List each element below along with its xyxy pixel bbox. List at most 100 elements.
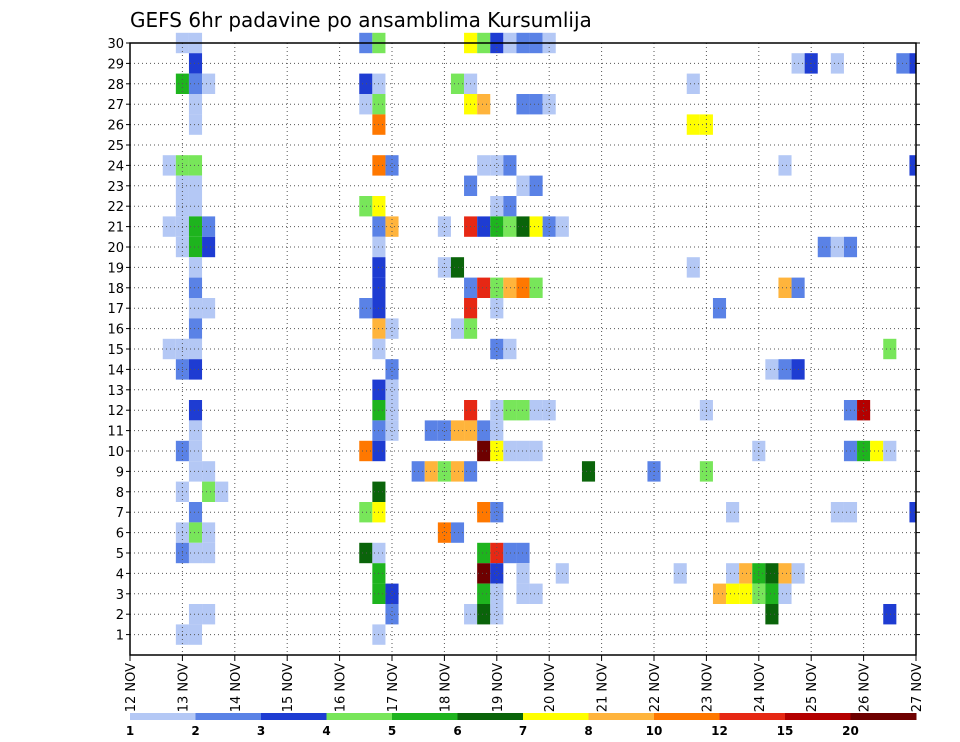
precip-cell (437, 522, 451, 543)
legend-color-swatch (523, 713, 589, 720)
legend-color-swatch (588, 713, 655, 720)
y-tick-label: 1 (116, 629, 124, 644)
precip-cell (490, 155, 504, 176)
precip-cell (490, 298, 504, 319)
precip-cell (490, 420, 504, 441)
y-tick-label: 25 (107, 139, 124, 154)
precip-cell (490, 563, 504, 584)
x-tick-label: 22 NOV (648, 663, 663, 712)
y-tick-label: 2 (116, 608, 124, 623)
precip-cell (477, 502, 491, 523)
legend-label: 1 (126, 724, 134, 738)
precip-cell (450, 461, 465, 482)
precip-cell (542, 94, 556, 115)
precip-cell (490, 216, 504, 237)
y-tick-label: 30 (107, 37, 124, 52)
y-tick-label: 11 (107, 425, 124, 440)
legend-color-swatch (261, 713, 327, 720)
precip-cell (188, 257, 203, 278)
y-tick-label: 24 (107, 159, 124, 174)
legend-color-swatch (719, 713, 786, 720)
y-tick-label: 22 (107, 200, 124, 215)
precip-cell (188, 338, 203, 360)
precip-cell (503, 440, 517, 462)
precip-cell (202, 461, 216, 482)
precip-cell (726, 563, 740, 584)
x-tick-label: 17 NOV (386, 663, 401, 712)
precip-cell (529, 583, 543, 604)
precip-cell (542, 216, 556, 237)
precip-cell (188, 359, 203, 380)
precip-cell (778, 563, 792, 584)
precip-cell (542, 400, 556, 421)
x-tick-label: 21 NOV (596, 663, 611, 712)
y-tick-label: 23 (107, 180, 124, 195)
precip-cell (162, 338, 176, 360)
chart-title: GEFS 6hr padavine po ansamblima Kursumli… (130, 8, 592, 32)
x-tick-label: 15 NOV (281, 663, 296, 712)
legend-label: 7 (519, 724, 527, 738)
y-tick-label: 8 (116, 486, 124, 501)
precip-cell (726, 583, 740, 604)
precip-cell (909, 155, 916, 176)
x-tick-label: 13 NOV (176, 663, 191, 712)
precip-cell (385, 379, 399, 400)
precip-cell (385, 216, 399, 237)
precip-cell (490, 338, 504, 360)
precip-cell (870, 440, 884, 462)
precip-cell (477, 583, 491, 604)
x-tick-label: 23 NOV (700, 663, 715, 712)
x-tick-label: 14 NOV (229, 663, 244, 712)
x-tick-label: 18 NOV (438, 663, 453, 712)
precip-cell (529, 216, 543, 237)
x-tick-label: 27 NOV (910, 663, 925, 712)
precip-cell (188, 216, 203, 237)
y-tick-label: 12 (107, 404, 124, 419)
precip-cell (477, 542, 491, 564)
precip-cell (477, 563, 491, 584)
precip-cell (490, 542, 504, 564)
precip-cell (765, 583, 779, 604)
y-tick-label: 10 (107, 445, 124, 460)
precip-cell (188, 53, 203, 74)
y-axis: 1234567891011121314151617181920212223242… (107, 37, 920, 644)
precip-cell (686, 114, 700, 135)
precip-cell (712, 583, 727, 604)
precip-cell (188, 318, 203, 339)
precip-cell (726, 502, 740, 523)
precip-cell (686, 257, 700, 278)
precip-cell (359, 196, 373, 217)
precip-cell (909, 53, 916, 74)
precip-cell (477, 94, 491, 115)
precip-cell (817, 236, 831, 258)
precip-cell (490, 400, 504, 421)
precip-cell (686, 73, 700, 94)
y-tick-label: 18 (107, 282, 124, 297)
precip-cell (529, 400, 543, 421)
precip-cell (359, 94, 373, 115)
color-legend: 1 2 3 4 5 6 7 8 10 12 15 20 (126, 713, 917, 738)
y-tick-label: 3 (116, 588, 124, 603)
precip-cell (883, 440, 897, 462)
precip-cell (202, 298, 216, 319)
precip-cell (188, 94, 203, 115)
precip-cell (909, 502, 916, 523)
precip-cell (188, 502, 203, 523)
precip-cell (857, 400, 871, 421)
chart-grid (130, 43, 916, 655)
precip-cell (385, 359, 399, 380)
x-tick-label: 20 NOV (543, 663, 558, 712)
legend-label: 6 (453, 724, 461, 738)
precip-cell (385, 604, 399, 625)
precip-cell (778, 277, 792, 298)
precip-cell (359, 298, 373, 319)
precip-cell (359, 73, 373, 94)
precip-cell (215, 481, 229, 502)
x-axis: 12 NOV 13 NOV 14 NOV 15 NOV 16 NOV 17 NOV 18 N… (124, 655, 925, 712)
precip-cell (830, 53, 844, 74)
precip-cell (188, 277, 203, 298)
precip-cell (581, 461, 596, 482)
precip-cell (359, 440, 373, 462)
precip-cell (450, 522, 465, 543)
